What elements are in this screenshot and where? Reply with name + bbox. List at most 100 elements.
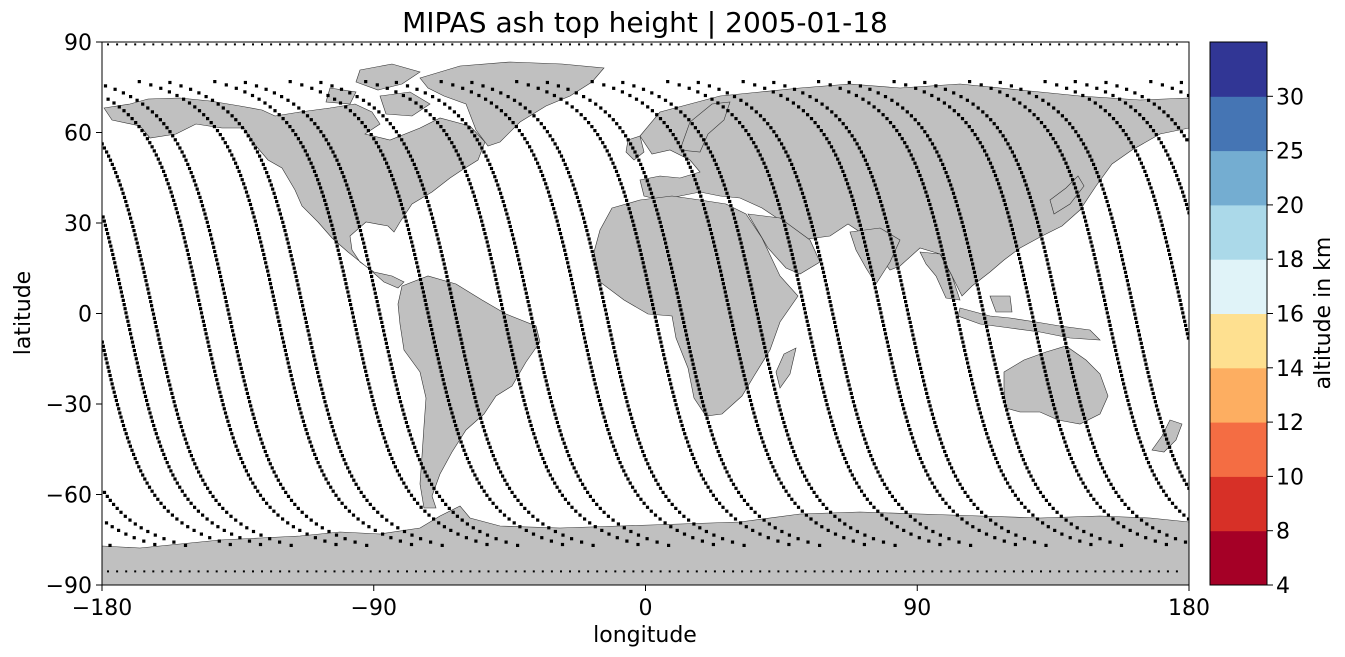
track-marker bbox=[232, 157, 236, 161]
track-marker bbox=[989, 118, 993, 122]
track-marker bbox=[443, 386, 447, 390]
track-marker bbox=[258, 236, 262, 240]
track-marker bbox=[592, 258, 596, 262]
track-marker bbox=[1008, 219, 1012, 223]
track-marker bbox=[826, 291, 830, 295]
track-marker bbox=[1166, 441, 1170, 445]
track-marker bbox=[993, 362, 997, 366]
track-marker bbox=[488, 252, 492, 257]
track-marker bbox=[698, 526, 702, 530]
track-marker bbox=[578, 570, 581, 573]
track-marker bbox=[539, 358, 543, 362]
track-marker bbox=[866, 445, 870, 449]
track-marker bbox=[441, 258, 445, 262]
track-marker bbox=[859, 150, 863, 154]
track-marker bbox=[1016, 248, 1020, 252]
track-marker bbox=[952, 303, 957, 307]
track-marker bbox=[711, 542, 715, 547]
track-marker bbox=[963, 348, 967, 353]
track-marker bbox=[208, 490, 212, 494]
track-marker bbox=[1145, 522, 1149, 526]
track-marker bbox=[437, 98, 441, 102]
track-marker bbox=[933, 146, 937, 150]
track-marker bbox=[1170, 161, 1174, 165]
track-marker bbox=[1067, 43, 1070, 46]
track-marker bbox=[1173, 122, 1177, 126]
track-marker bbox=[541, 570, 544, 573]
track-marker bbox=[519, 266, 523, 270]
track-marker bbox=[396, 570, 399, 573]
track-marker bbox=[121, 423, 126, 428]
orbit-track-markers bbox=[102, 43, 1189, 573]
track-marker bbox=[655, 208, 659, 212]
track-marker bbox=[1138, 337, 1142, 341]
track-marker bbox=[565, 166, 569, 171]
track-marker bbox=[1184, 323, 1188, 327]
track-marker bbox=[1151, 391, 1155, 395]
track-marker bbox=[841, 358, 845, 362]
track-marker bbox=[548, 473, 552, 477]
track-marker bbox=[358, 229, 363, 233]
track-marker bbox=[316, 461, 320, 465]
track-marker bbox=[591, 543, 595, 547]
track-marker bbox=[739, 241, 743, 245]
track-marker bbox=[469, 570, 472, 573]
track-marker bbox=[526, 83, 530, 87]
track-marker bbox=[510, 348, 514, 353]
track-marker bbox=[1152, 102, 1156, 106]
track-marker bbox=[397, 134, 401, 138]
track-marker bbox=[213, 249, 217, 254]
track-marker bbox=[697, 469, 701, 473]
track-marker bbox=[464, 452, 468, 456]
track-marker bbox=[335, 244, 339, 248]
track-marker bbox=[896, 102, 900, 106]
track-marker bbox=[116, 43, 119, 46]
track-marker bbox=[268, 462, 272, 466]
track-marker bbox=[765, 169, 770, 173]
track-marker bbox=[565, 449, 569, 454]
track-marker bbox=[369, 390, 373, 394]
track-marker bbox=[340, 454, 344, 458]
track-marker bbox=[790, 162, 794, 166]
track-marker bbox=[168, 130, 172, 134]
track-marker bbox=[751, 528, 755, 532]
track-marker bbox=[275, 199, 279, 204]
track-marker bbox=[494, 179, 498, 183]
track-marker bbox=[983, 316, 987, 320]
track-marker bbox=[366, 129, 370, 133]
track-marker bbox=[545, 383, 549, 387]
track-marker bbox=[1142, 117, 1146, 121]
track-marker bbox=[269, 286, 273, 290]
track-marker bbox=[1149, 383, 1153, 387]
track-marker bbox=[281, 340, 286, 344]
track-marker bbox=[670, 266, 674, 270]
track-marker bbox=[1104, 307, 1108, 311]
track-marker bbox=[771, 465, 775, 469]
track-marker bbox=[241, 375, 245, 379]
track-marker bbox=[127, 323, 131, 327]
track-marker bbox=[995, 126, 999, 130]
track-marker bbox=[936, 97, 941, 101]
track-marker bbox=[746, 390, 750, 394]
track-marker bbox=[1089, 240, 1093, 244]
track-marker bbox=[227, 312, 231, 316]
track-marker bbox=[515, 80, 519, 84]
track-marker bbox=[393, 182, 397, 186]
track-marker bbox=[1184, 202, 1189, 207]
track-marker bbox=[983, 428, 987, 432]
track-marker bbox=[313, 358, 317, 362]
track-marker bbox=[546, 469, 550, 473]
track-marker bbox=[418, 273, 422, 277]
track-marker bbox=[678, 304, 682, 308]
track-marker bbox=[930, 142, 935, 146]
track-marker bbox=[455, 514, 459, 518]
track-marker bbox=[381, 432, 385, 436]
track-marker bbox=[251, 211, 255, 215]
track-marker bbox=[488, 162, 492, 166]
track-marker bbox=[1011, 489, 1015, 493]
track-marker bbox=[602, 510, 606, 514]
track-marker bbox=[122, 195, 127, 199]
track-marker bbox=[650, 109, 654, 113]
track-marker bbox=[468, 375, 472, 379]
